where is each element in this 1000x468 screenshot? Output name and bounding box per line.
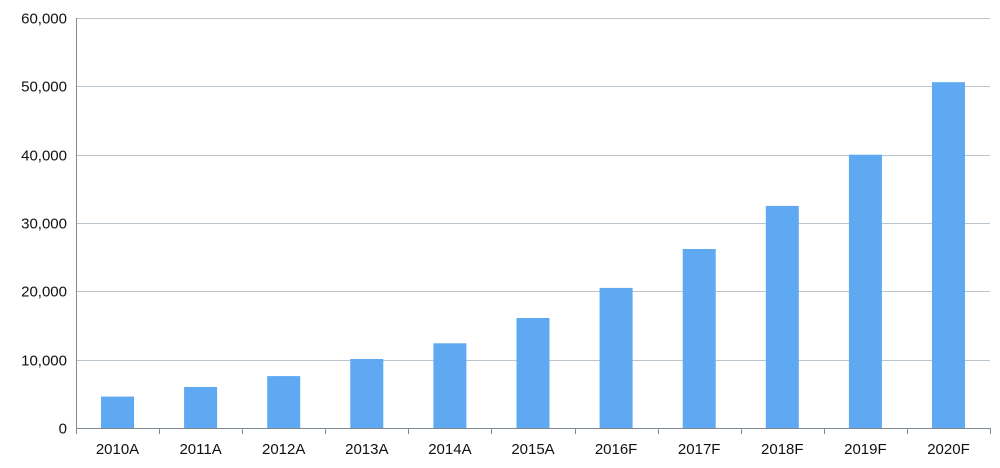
bar-2015A xyxy=(516,318,550,428)
bar-2014A xyxy=(433,343,467,428)
x-axis-tick-labels: 2010A 2011A 2012A 2013A 2014A 2015A 2016F 2017F… xyxy=(96,441,970,458)
x-tick-label-2018F: 2018F xyxy=(761,441,804,458)
bar-2011A xyxy=(184,387,218,428)
x-tick-label-2016F: 2016F xyxy=(595,441,638,458)
bar-2018F xyxy=(765,205,799,428)
bar-2010A xyxy=(101,396,134,428)
bar-2012A xyxy=(267,376,301,428)
x-tick-label-2010A: 2010A xyxy=(96,441,139,458)
bar-2019F xyxy=(848,154,882,428)
x-tick-label-2012A: 2012A xyxy=(262,441,305,458)
x-tick-label-2014A: 2014A xyxy=(428,441,471,458)
gridlines xyxy=(76,18,990,361)
x-tick-label-2013A: 2013A xyxy=(345,441,388,458)
bars xyxy=(101,82,965,428)
y-tick-label: 50,000 xyxy=(21,79,67,96)
x-tick-label-2020F: 2020F xyxy=(927,441,970,458)
y-tick-label: 30,000 xyxy=(21,216,67,233)
y-tick-label: 10,000 xyxy=(21,353,67,370)
bar-2020F xyxy=(932,82,965,428)
y-tick-label: 60,000 xyxy=(21,11,67,28)
axes xyxy=(76,18,991,434)
y-tick-label: 0 xyxy=(59,421,67,438)
x-tick-label-2011A: 2011A xyxy=(179,441,221,458)
bar-2013A xyxy=(350,359,384,428)
bar-2017F xyxy=(682,249,716,428)
x-tick-label-2017F: 2017F xyxy=(678,441,721,458)
bar-2016F xyxy=(599,287,633,428)
x-tick-label-2019F: 2019F xyxy=(844,441,887,458)
y-axis-tick-labels: 0 10,000 20,000 30,000 40,000 50,000 60,000 xyxy=(21,11,67,438)
x-tick-label-2015A: 2015A xyxy=(511,441,554,458)
y-tick-label: 40,000 xyxy=(21,148,67,165)
y-tick-label: 20,000 xyxy=(21,284,67,301)
